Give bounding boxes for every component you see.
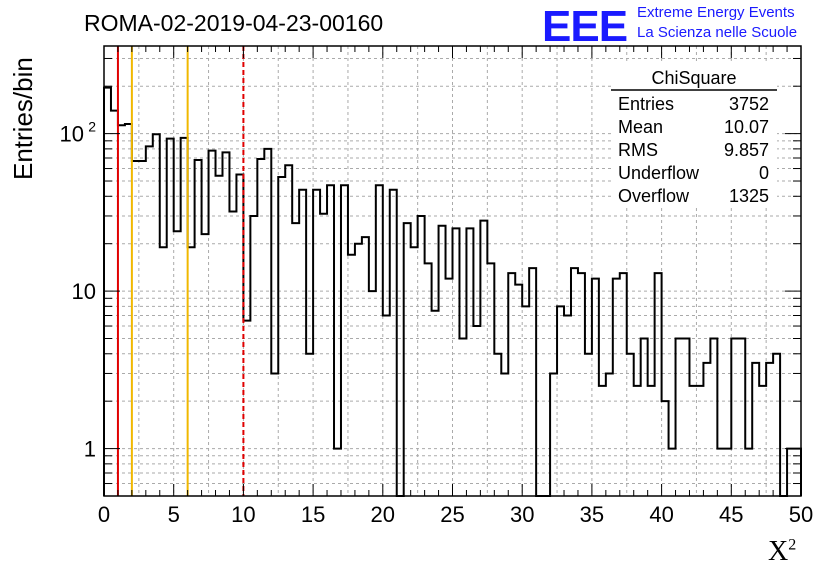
x-tick-label: 45 xyxy=(719,502,743,527)
stats-row-label: Underflow xyxy=(618,163,700,183)
stats-row-value: 0 xyxy=(759,163,769,183)
y-tick-label-exponent: 2 xyxy=(88,119,96,135)
eee-logo: EEE xyxy=(542,2,628,51)
x-tick-label: 40 xyxy=(649,502,673,527)
stats-row-value: 9.857 xyxy=(724,140,769,160)
y-tick-label: 10 xyxy=(72,279,96,304)
x-axis-label-sup: 2 xyxy=(788,536,797,554)
stats-box xyxy=(611,64,777,208)
x-tick-label: 10 xyxy=(231,502,255,527)
stats-row-label: Mean xyxy=(618,117,663,137)
x-axis-label: X2 xyxy=(768,536,796,568)
stats-row-label: RMS xyxy=(618,140,658,160)
x-tick-label: 20 xyxy=(371,502,395,527)
x-tick-label: 35 xyxy=(580,502,604,527)
stats-row-value: 1325 xyxy=(729,186,769,206)
stats-row-value: 10.07 xyxy=(724,117,769,137)
stats-row-label: Overflow xyxy=(618,186,690,206)
logo-text: Extreme Energy Events La Scienza nelle S… xyxy=(637,3,797,43)
histogram-series xyxy=(103,86,802,497)
y-axis-label: Entries/bin xyxy=(8,57,38,180)
x-tick-label: 25 xyxy=(440,502,464,527)
x-tick-label: 0 xyxy=(98,502,110,527)
run-title: ROMA-02-2019-04-23-00160 xyxy=(84,10,384,36)
y-tick-label: 10 xyxy=(60,122,84,147)
logo-line-1: Extreme Energy Events xyxy=(637,4,795,21)
y-tick-label: 1 xyxy=(84,437,96,462)
x-axis-label-base: X xyxy=(768,536,789,567)
stats-row-value: 3752 xyxy=(729,94,769,114)
x-tick-label: 50 xyxy=(789,502,813,527)
logo-line-2: La Scienza nelle Scuole xyxy=(637,24,798,41)
x-tick-label: 30 xyxy=(510,502,534,527)
x-tick-label: 5 xyxy=(168,502,180,527)
stats-title: ChiSquare xyxy=(651,68,736,88)
x-tick-label: 15 xyxy=(301,502,325,527)
stats-row-label: Entries xyxy=(618,94,674,114)
